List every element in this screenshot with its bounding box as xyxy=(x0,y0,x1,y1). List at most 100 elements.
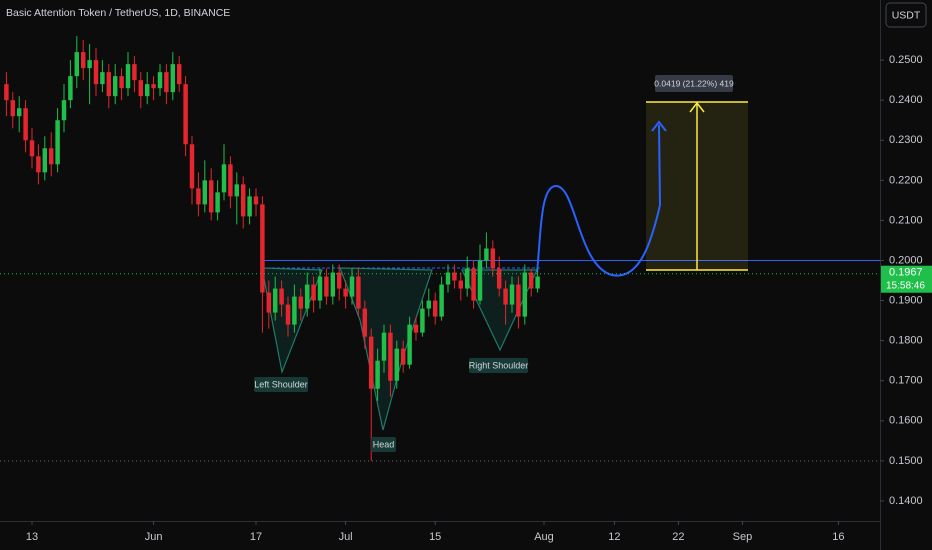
candle-body xyxy=(170,64,176,93)
x-tick-label: 12 xyxy=(608,531,620,543)
candle-body xyxy=(144,84,150,97)
candle-body xyxy=(151,84,156,89)
candle-body xyxy=(16,108,22,117)
candle-body xyxy=(266,292,272,313)
candle-body xyxy=(189,144,195,189)
y-tick-label: 0.1900 xyxy=(889,294,923,306)
candle-body xyxy=(125,64,131,89)
candle-body xyxy=(221,164,227,193)
projection-path xyxy=(536,124,662,277)
candle-body xyxy=(528,272,534,289)
candle-body xyxy=(215,192,220,213)
candle-body xyxy=(202,180,208,205)
candle-body xyxy=(132,64,137,81)
y-tick-label: 0.1500 xyxy=(889,455,923,467)
annotation-box xyxy=(469,358,528,373)
candle-body xyxy=(240,184,246,217)
annotation: Head xyxy=(373,439,395,449)
candle-body xyxy=(234,184,240,197)
currency: USDT xyxy=(892,9,921,21)
axes: 0.1400 0.1500 0.1600 0.1700 0.1800 0.1900 0.20… xyxy=(0,54,932,543)
candle-body xyxy=(87,60,92,69)
x-tick-label: 15 xyxy=(429,531,441,543)
candle-body xyxy=(407,324,412,365)
candle-body xyxy=(362,308,368,337)
candle-body xyxy=(157,72,163,89)
target-arrowhead xyxy=(689,101,705,113)
candle-body xyxy=(420,308,425,333)
candle-body xyxy=(484,248,489,261)
candle-body xyxy=(61,100,67,121)
candle-body xyxy=(298,296,304,309)
candle-body xyxy=(4,84,9,101)
candle-body xyxy=(311,284,316,301)
currency-box[interactable] xyxy=(885,2,927,28)
y-tick-label: 0.2400 xyxy=(889,94,923,106)
measure-box xyxy=(655,75,733,92)
last-price-tag xyxy=(881,265,932,293)
candle-body xyxy=(368,336,374,389)
annotation-box xyxy=(254,377,308,392)
candle-body xyxy=(279,288,284,305)
candle-body xyxy=(55,120,60,165)
candle-body xyxy=(426,300,432,309)
x-tick-label: 22 xyxy=(672,531,684,543)
annotation: Left Shoulder xyxy=(254,379,308,389)
candle-body xyxy=(10,100,16,117)
y-tick-label: 0.2100 xyxy=(889,214,923,226)
x-tick-label: 13 xyxy=(26,531,38,543)
candle-body xyxy=(522,272,528,317)
candle-body xyxy=(208,180,214,213)
x-tick-label: Jun xyxy=(145,531,163,543)
y-tick-label: 0.1400 xyxy=(889,495,923,507)
candle-body xyxy=(176,64,182,85)
y-tick-label: 0.2500 xyxy=(889,54,923,66)
candles xyxy=(4,36,540,461)
candle-body xyxy=(228,164,233,197)
chart-title: Basic Attention Token / TetherUS, 1D, BI… xyxy=(6,7,230,19)
candle-body xyxy=(471,268,476,301)
candle-body xyxy=(42,148,48,173)
candle-body xyxy=(356,276,361,309)
last-price-label: 0.1967 xyxy=(889,267,923,279)
candle-body xyxy=(535,276,540,289)
candle-body xyxy=(432,300,438,317)
candle-body xyxy=(413,324,419,333)
candle-body xyxy=(196,188,201,205)
candle-body xyxy=(48,148,54,165)
candle-body xyxy=(317,276,323,301)
candle-body xyxy=(445,272,451,285)
candle-body xyxy=(304,284,310,309)
candle-body xyxy=(477,260,483,301)
candle-body xyxy=(490,248,496,269)
candle-body xyxy=(100,72,105,85)
countdown: 15:58:46 xyxy=(886,280,925,291)
candle-body xyxy=(292,296,297,325)
candle-body xyxy=(343,288,348,297)
y-tick-label: 0.1800 xyxy=(889,335,923,347)
candle-body xyxy=(183,84,188,145)
candle-body xyxy=(394,348,400,381)
candle-body xyxy=(29,140,35,157)
projection-arrowhead xyxy=(651,120,667,132)
measure-label: 0.0419 (21.22%) 419 xyxy=(654,78,734,88)
candle-body xyxy=(272,288,278,313)
candle-body xyxy=(68,76,73,101)
candle-body xyxy=(119,76,124,89)
y-tick-label: 0.2300 xyxy=(889,134,923,146)
candle-body xyxy=(516,284,521,317)
x-tick-label: 17 xyxy=(250,531,262,543)
candle-body xyxy=(80,52,86,69)
candle-body xyxy=(381,332,387,361)
candle-body xyxy=(253,196,259,205)
candle-body xyxy=(375,360,380,389)
y-tick-label: 0.1700 xyxy=(889,375,923,387)
candle-body xyxy=(112,76,118,97)
labels: Left Shoulder Head Right Shoulder 0.0419… xyxy=(254,75,734,452)
candle-body xyxy=(349,276,355,297)
candle-body xyxy=(36,156,41,173)
candle-body xyxy=(330,272,336,297)
candle-body xyxy=(458,280,464,289)
candle-body xyxy=(509,284,515,305)
